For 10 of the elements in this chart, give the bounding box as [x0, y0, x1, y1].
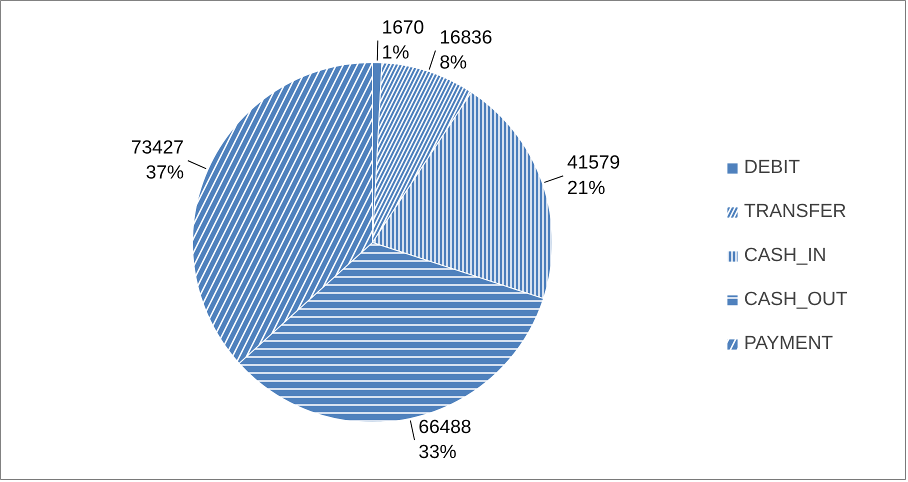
data-label: 66488 33% [418, 416, 472, 464]
legend-label: PAYMENT [744, 333, 834, 355]
data-label: 16836 8% [439, 27, 492, 74]
data-label: 1670 1% [382, 17, 424, 64]
data-label: 73427 37% [131, 138, 184, 184]
legend-label: CASH_IN [744, 245, 826, 267]
legend-label: CASH_OUT [744, 289, 848, 311]
legend-label: TRANSFER [744, 201, 846, 223]
data-label: 41579 21% [567, 152, 620, 199]
legend-label: DEBIT [744, 157, 800, 179]
